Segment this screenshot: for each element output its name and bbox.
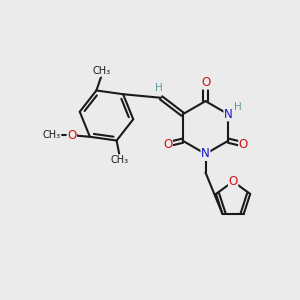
Text: CH₃: CH₃: [43, 130, 61, 140]
Text: N: N: [201, 147, 210, 161]
Text: CH₃: CH₃: [93, 66, 111, 76]
Text: CH₃: CH₃: [111, 155, 129, 165]
Text: O: O: [201, 76, 210, 89]
Text: O: O: [67, 129, 76, 142]
Text: O: O: [163, 138, 172, 151]
Text: O: O: [239, 138, 248, 151]
Text: H: H: [234, 102, 242, 112]
Text: H: H: [155, 83, 163, 93]
Text: O: O: [229, 175, 238, 188]
Text: N: N: [224, 108, 233, 121]
